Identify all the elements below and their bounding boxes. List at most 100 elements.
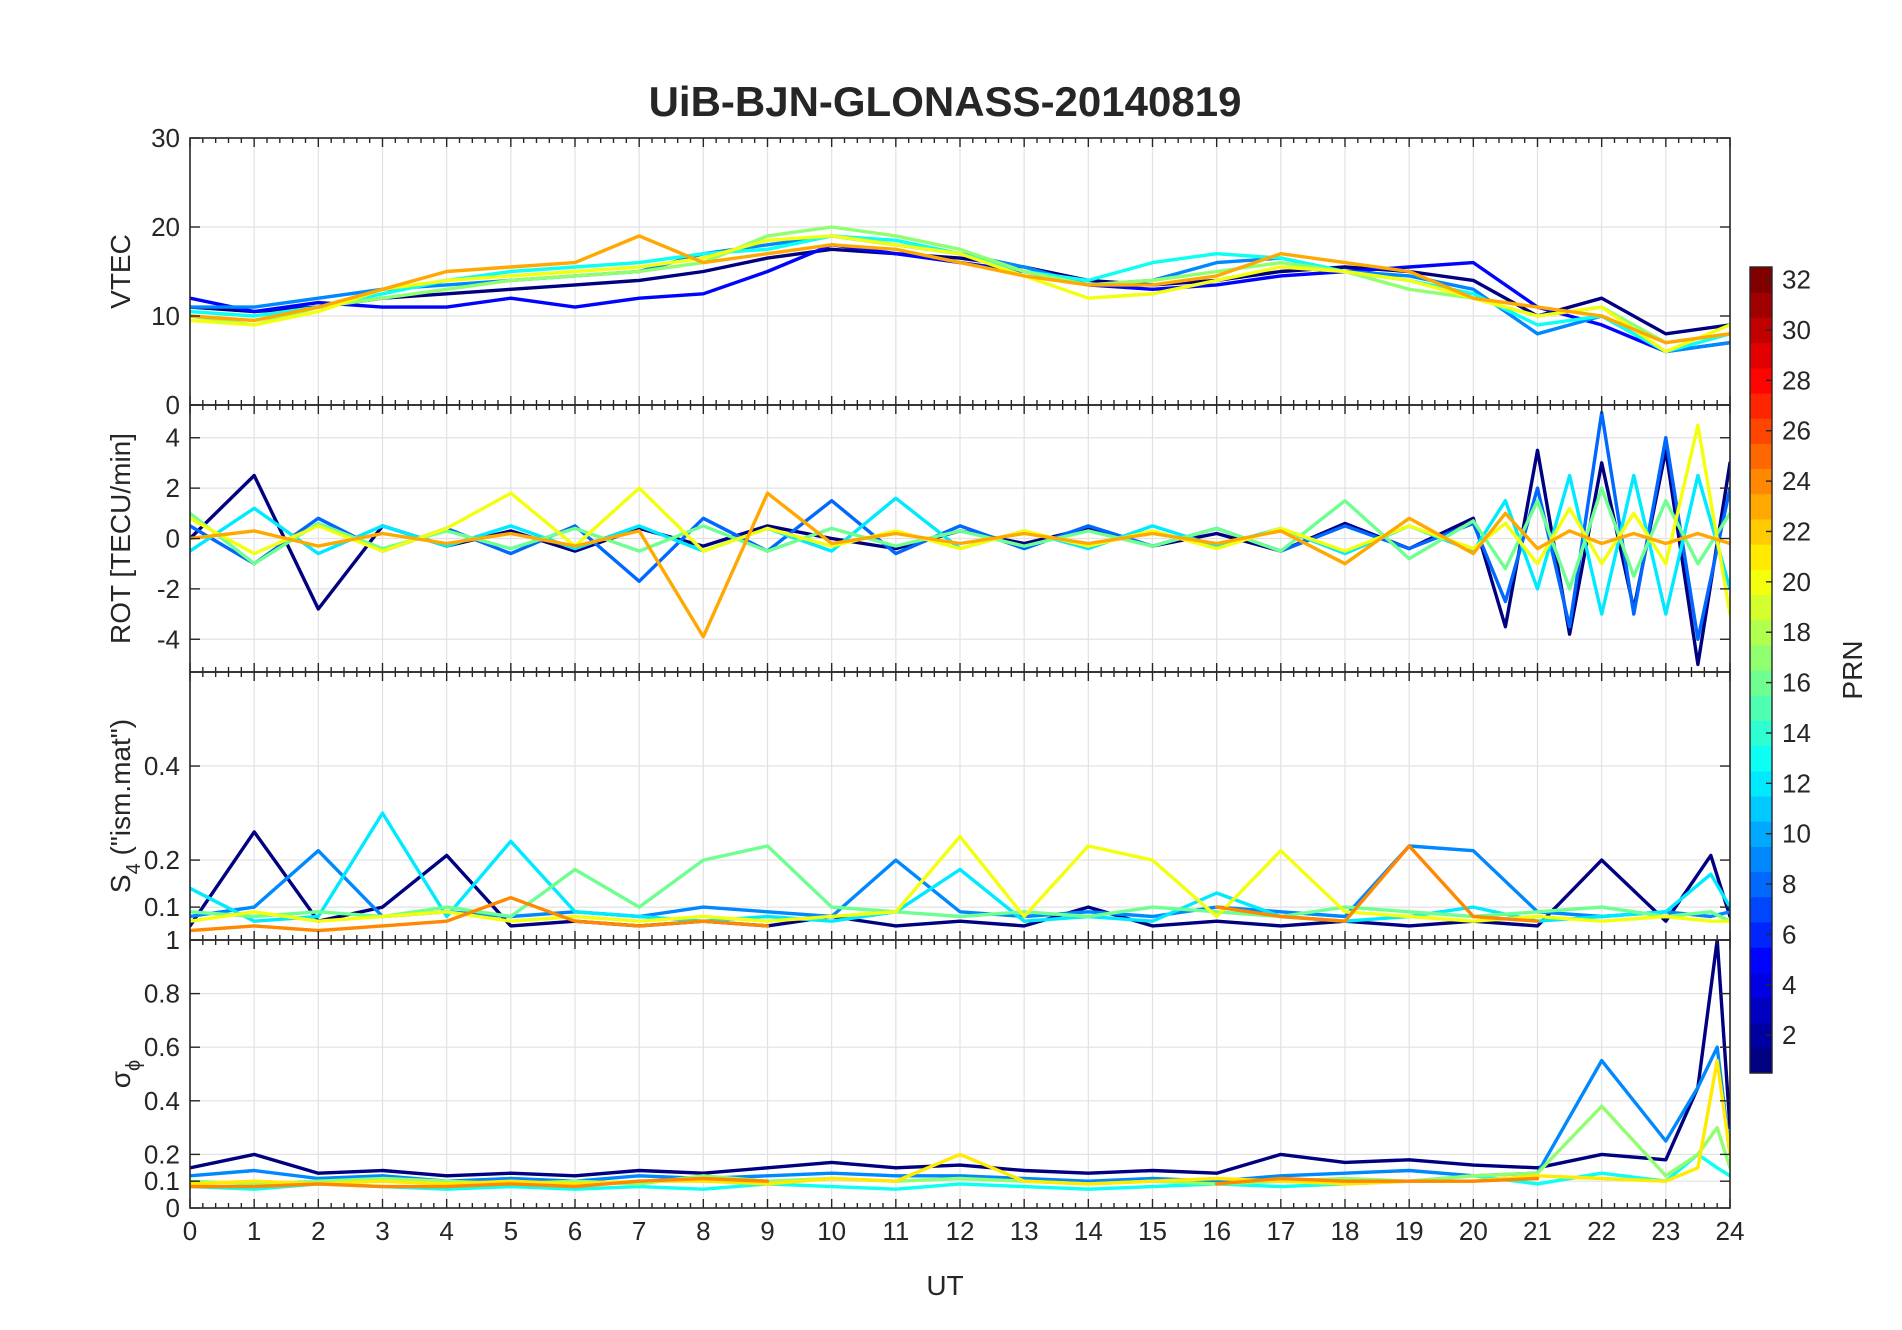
x-tick-label: 18 xyxy=(1331,1216,1360,1246)
colorbar-segment xyxy=(1750,1022,1772,1049)
x-tick-label: 16 xyxy=(1202,1216,1231,1246)
x-tick-label: 23 xyxy=(1651,1216,1680,1246)
colorbar-frame xyxy=(1749,266,1773,1074)
colorbar-tick-label: 2 xyxy=(1782,1020,1796,1050)
x-tick-label: 3 xyxy=(375,1216,389,1246)
colorbar-segment xyxy=(1750,795,1772,822)
colorbar-segment xyxy=(1750,972,1772,999)
y-tick-label: 0.1 xyxy=(144,1166,180,1196)
colorbar-tick-label: 8 xyxy=(1782,869,1796,899)
colorbar-segment xyxy=(1750,569,1772,596)
y-tick-label: 0 xyxy=(166,390,180,420)
series-line-prn-16 xyxy=(190,486,1730,591)
colorbar-tick-label: 24 xyxy=(1782,466,1811,496)
y-tick-label: 0.2 xyxy=(144,845,180,875)
x-axis-label: UT xyxy=(926,1270,963,1301)
x-tick-label: 6 xyxy=(568,1216,582,1246)
x-tick-label: 2 xyxy=(311,1216,325,1246)
y-tick-label: 0 xyxy=(166,1193,180,1223)
x-tick-label: 14 xyxy=(1074,1216,1103,1246)
colorbar-segment xyxy=(1750,468,1772,495)
y-tick-label: 1 xyxy=(166,925,180,955)
colorbar-segment xyxy=(1750,1047,1772,1074)
colorbar-segment xyxy=(1750,947,1772,973)
colorbar-segment xyxy=(1750,518,1772,545)
series-line-prn-20 xyxy=(190,834,1730,923)
y-tick-label: 0.6 xyxy=(144,1032,180,1062)
colorbar-segment xyxy=(1750,745,1772,772)
colorbar-segment xyxy=(1750,594,1772,621)
series-line-prn-24 xyxy=(190,1176,1540,1189)
colorbar-segment xyxy=(1750,392,1772,419)
panel-rot: -4 -2 0 2 4 ROT [TECU/min] xyxy=(105,404,1731,673)
colorbar-tick-label: 30 xyxy=(1782,315,1811,345)
panel-sigma: 00.10.2 0.4 0.6 0.8 1 σϕ xyxy=(105,925,1731,1223)
colorbar-tick-label: 20 xyxy=(1782,567,1811,597)
series-group xyxy=(190,811,1730,933)
x-tick-label: 17 xyxy=(1266,1216,1295,1246)
series-line-prn-1 xyxy=(190,830,1730,928)
y-tick-label: 0.1 xyxy=(144,892,180,922)
chart-title: UiB-BJN-GLONASS-20140819 xyxy=(649,78,1242,125)
series-line-prn-20 xyxy=(190,423,1730,616)
y-tick-label: 0.2 xyxy=(144,1139,180,1169)
colorbar-segment xyxy=(1750,367,1772,394)
y-tick-label: -4 xyxy=(157,624,180,654)
x-tick-label: 24 xyxy=(1716,1216,1745,1246)
y-axis-label-sigma: σϕ xyxy=(105,1060,145,1088)
x-tick-label: 7 xyxy=(632,1216,646,1246)
colorbar-label: PRN xyxy=(1837,640,1868,699)
series-line-prn-23 xyxy=(190,491,1730,639)
y-axis-label-rot: ROT [TECU/min] xyxy=(105,433,136,644)
series-line-prn-12 xyxy=(190,473,1730,616)
x-tick-label: 11 xyxy=(882,1216,909,1246)
x-tick-label: 12 xyxy=(946,1216,975,1246)
colorbar-segment xyxy=(1750,695,1772,721)
x-tick-label: 4 xyxy=(439,1216,453,1246)
series-line-prn-24 xyxy=(190,844,1540,933)
colorbar-tick-label: 16 xyxy=(1782,668,1811,698)
y-tick-label: -2 xyxy=(157,574,180,604)
y-label-main: S xyxy=(105,874,136,893)
x-tick-label: 19 xyxy=(1395,1216,1424,1246)
colorbar-segment xyxy=(1750,896,1772,923)
colorbar-segment xyxy=(1750,544,1772,570)
colorbar-tick-label: 10 xyxy=(1782,819,1811,849)
colorbar-tick-label: 14 xyxy=(1782,718,1811,748)
x-tick-label: 1 xyxy=(247,1216,261,1246)
colorbar-segment xyxy=(1750,342,1772,369)
y-tick-label: 2 xyxy=(166,473,180,503)
series-group xyxy=(190,410,1730,667)
colorbar-segment xyxy=(1750,267,1772,293)
colorbar-tick-label: 12 xyxy=(1782,768,1811,798)
panel-s4: 0.10.20.4S4 ("ism.mat") xyxy=(105,671,1731,941)
colorbar-segment xyxy=(1750,770,1772,797)
series-line-prn-1 xyxy=(190,247,1730,336)
colorbar-tick-label: 22 xyxy=(1782,516,1811,546)
colorbar-segment xyxy=(1750,644,1772,671)
x-tick-label: 20 xyxy=(1459,1216,1488,1246)
y-tick-label: 20 xyxy=(151,212,180,242)
y-tick-label: 10 xyxy=(151,301,180,331)
series-line-prn-16 xyxy=(190,844,1730,923)
y-label-main: σ xyxy=(105,1071,136,1088)
x-tick-label: 5 xyxy=(504,1216,518,1246)
colorbar-tick-label: 32 xyxy=(1782,265,1811,295)
y-tick-label: 30 xyxy=(151,123,180,153)
colorbar-segment xyxy=(1750,418,1772,444)
colorbar-tick-label: 6 xyxy=(1782,919,1796,949)
x-tick-label: 10 xyxy=(817,1216,846,1246)
y-axis-label-vtec: VTEC xyxy=(105,234,136,309)
series-line-prn-23 xyxy=(190,234,1730,345)
series-line-prn-9 xyxy=(190,1045,1730,1183)
x-tick-label: 22 xyxy=(1587,1216,1616,1246)
colorbar-segment xyxy=(1750,921,1772,948)
colorbar-segment xyxy=(1750,443,1772,470)
x-tick-label: 13 xyxy=(1010,1216,1039,1246)
colorbar-segment xyxy=(1750,292,1772,318)
colorbar-segment xyxy=(1750,493,1772,520)
y-label-sub: ϕ xyxy=(123,1060,145,1071)
